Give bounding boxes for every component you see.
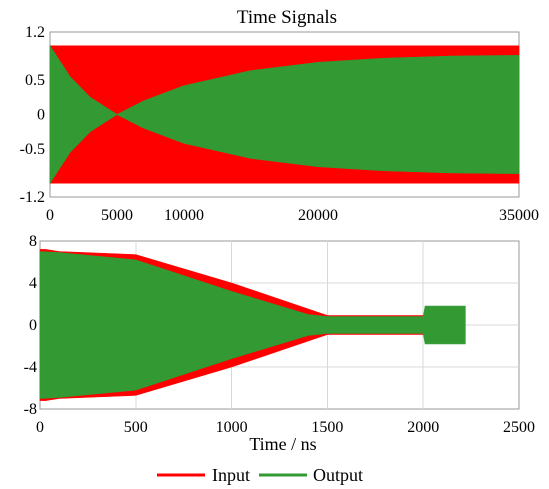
top-chart-y-tick-label: 0.5	[25, 72, 45, 89]
top-chart-y-tick-label: 0	[37, 107, 45, 124]
legend-input-label: Input	[212, 465, 250, 485]
top-chart-x-tick-label: 0	[46, 207, 54, 224]
top-chart-series	[49, 44, 520, 185]
top-chart: Time Signals 0 5000 10000 20000 350001.20.50…	[20, 7, 539, 224]
top-chart-ticks: 0 5000 10000 20000 35000 1.2 0.5 0 -0.5 -1.2	[20, 24, 539, 224]
bottom-chart-x-tick-label: 2500	[503, 419, 535, 436]
bottom-chart-series	[39, 249, 466, 401]
top-chart-y-tick-label: -1.2	[20, 189, 45, 206]
bottom-chart-y-tick-label: -4	[24, 359, 37, 376]
top-chart-x-tick-label: 5000	[101, 207, 133, 224]
bottom-x-axis-label: Time / ns	[249, 434, 316, 454]
top-chart-x-tick-label: 10000	[164, 207, 204, 224]
bottom-chart-y-tick-label: 4	[29, 275, 37, 292]
bottom-chart-x-tick-label: 500	[124, 419, 148, 436]
bottom-chart-x-tick-label: 1000	[216, 419, 248, 436]
top-chart-x-tick-label: 35000	[499, 207, 539, 224]
bottom-chart-y-tick-label: 8	[29, 233, 37, 250]
bottom-chart-y-tick-label: -8	[24, 401, 37, 418]
legend: Input Output	[157, 465, 363, 485]
top-chart-title: Time Signals	[237, 7, 337, 28]
bottom-chart-x-tick-label: 2000	[407, 419, 439, 436]
bottom-chart-x-tick-label: 1500	[311, 419, 343, 436]
legend-output-label: Output	[313, 465, 363, 485]
top-chart-x-tick-label: 20000	[298, 207, 338, 224]
bottom-chart: 0 500 1000 1500 2000 2500 8 4 0 -4 -8 Time / ns	[24, 233, 535, 454]
bottom-chart-y-tick-label: 0	[29, 317, 37, 334]
top-chart-y-tick-label: -0.5	[20, 141, 45, 158]
top-chart-y-tick-label: 1.2	[25, 24, 45, 41]
bottom-chart-x-tick-label: 0	[36, 419, 44, 436]
bottom-chart-output-envelope	[39, 251, 466, 399]
top-chart-output-envelope	[49, 44, 520, 185]
bottom-chart-ticks: 0 500 1000 1500 2000 2500 8 4 0 -4 -8	[24, 233, 535, 436]
